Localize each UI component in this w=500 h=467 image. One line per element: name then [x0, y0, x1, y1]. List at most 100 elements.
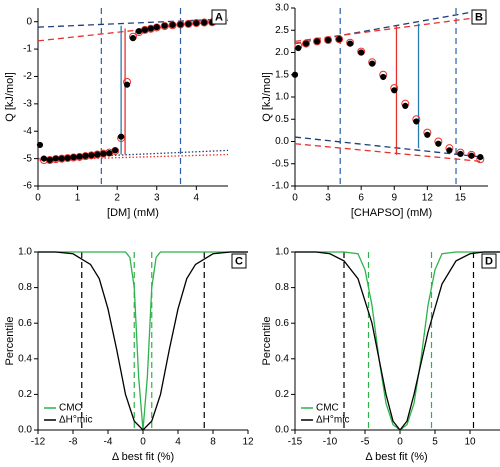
y-tick-label: 0.6	[275, 318, 289, 329]
x-tick-label: 8	[210, 437, 216, 448]
data-point	[336, 36, 343, 43]
x-tick-label: -12	[31, 437, 46, 448]
y-tick-label: 2.5	[275, 25, 289, 36]
x-tick-label: 2	[114, 193, 120, 204]
x-tick-label: 0	[35, 193, 41, 204]
data-point	[457, 150, 464, 158]
x-axis-label: [CHAPSO] (mM)	[351, 207, 432, 219]
y-tick-label: 0.8	[275, 282, 289, 293]
x-tick-label: -8	[69, 437, 78, 448]
data-point	[446, 147, 453, 154]
y-tick-label: 0.6	[18, 318, 32, 329]
data-point	[94, 151, 101, 158]
data-point	[46, 156, 53, 164]
data-point	[468, 152, 475, 159]
y-axis-label: Q [kJ/mol]	[4, 72, 16, 122]
data-point	[435, 140, 442, 147]
y-tick-label: 0.4	[275, 353, 289, 364]
x-tick-label: 3	[325, 193, 331, 204]
data-point	[36, 141, 44, 149]
y-tick-label: 0.0	[18, 425, 32, 436]
data-point	[313, 38, 321, 45]
data-point	[123, 81, 131, 88]
y-tick-label: 0.0	[275, 425, 289, 436]
data-point	[291, 71, 299, 78]
panel-label-box	[231, 253, 247, 269]
legend-label: ΔH°mic	[59, 415, 92, 426]
y-tick-label: -4	[23, 126, 32, 137]
legend-label: CMC	[316, 403, 339, 414]
y-tick-label: 1.0	[18, 247, 32, 258]
data-point	[168, 21, 177, 30]
x-tick-label: 0	[397, 437, 403, 448]
x-tick-label: -10	[323, 437, 338, 448]
panel-label: B	[475, 11, 483, 23]
fit-line	[294, 143, 483, 163]
data-point	[64, 154, 71, 162]
data-point	[160, 22, 169, 31]
data-point	[369, 60, 376, 67]
x-axis-label: Δ best fit (%)	[365, 451, 427, 463]
x-tick-label: 1	[75, 193, 81, 204]
y-tick-label: -0.5	[272, 158, 290, 169]
data-point	[413, 118, 420, 125]
y-tick-label: 2.0	[275, 47, 289, 58]
x-tick-label: 15	[455, 193, 467, 204]
data-point	[477, 153, 484, 161]
y-axis-label: Q [kJ/mol]	[261, 72, 273, 122]
x-tick-label: 0	[140, 437, 146, 448]
x-tick-label: 12	[422, 193, 434, 204]
data-point	[347, 40, 354, 47]
x-tick-label: 4	[194, 193, 200, 204]
data-point	[40, 155, 48, 162]
x-axis-label: Δ best fit (%)	[112, 451, 174, 463]
x-tick-label: -5	[361, 437, 370, 448]
y-tick-label: -2	[23, 71, 32, 82]
panel: 0.00.20.40.60.81.0-15-10-5051015Δ best f…	[261, 247, 500, 463]
panel-label: D	[485, 255, 493, 267]
fit-line	[294, 16, 483, 43]
y-tick-label: 0.5	[275, 114, 289, 125]
curve	[295, 251, 500, 432]
data-point	[135, 28, 143, 35]
panel: -1.0 -0.5 0.0 0.5 1.0 1.5 2.0 2.5 3.0 0 3 6 9 12 15 [CH…	[261, 3, 488, 219]
data-point	[185, 20, 192, 27]
fit-line	[294, 9, 483, 45]
data-point	[380, 73, 387, 81]
y-tick-label: -3	[23, 98, 32, 109]
data-point	[295, 44, 302, 52]
panel-label-box	[471, 9, 487, 25]
legend-label: ΔH°mic	[316, 415, 349, 426]
data-point	[118, 133, 125, 140]
data-point	[184, 19, 193, 28]
data-point	[200, 18, 209, 27]
fit-line	[37, 19, 229, 42]
x-tick-label: 10	[464, 437, 476, 448]
y-tick-label: 0.2	[275, 389, 289, 400]
panel-label: A	[215, 11, 223, 23]
data-point	[106, 150, 113, 157]
data-point	[161, 22, 168, 29]
y-tick-label: 0	[26, 16, 32, 27]
x-tick-label: 12	[242, 437, 254, 448]
data-point	[82, 152, 89, 159]
y-tick-label: 0.0	[275, 136, 289, 147]
y-tick-label: -6	[23, 181, 32, 192]
data-point	[70, 154, 77, 161]
y-tick-label: 1.0	[275, 247, 289, 258]
data-point	[112, 147, 119, 154]
data-point	[391, 87, 398, 94]
data-point	[147, 25, 154, 32]
x-tick-label: 3	[154, 193, 160, 204]
panel: 0.0 0.2 0.4 0.6 0.8 1.0 -12 -8 -4 0 4 8 12 Δ best fit…	[4, 247, 254, 463]
data-point	[177, 21, 184, 28]
y-tick-label: -5	[23, 153, 32, 164]
fit-line	[294, 136, 483, 158]
data-point	[313, 37, 322, 46]
data-point	[76, 153, 83, 160]
data-point	[302, 39, 311, 48]
x-tick-label: 4	[175, 437, 181, 448]
panel-label-box	[481, 253, 497, 269]
x-tick-label: 6	[358, 193, 364, 204]
